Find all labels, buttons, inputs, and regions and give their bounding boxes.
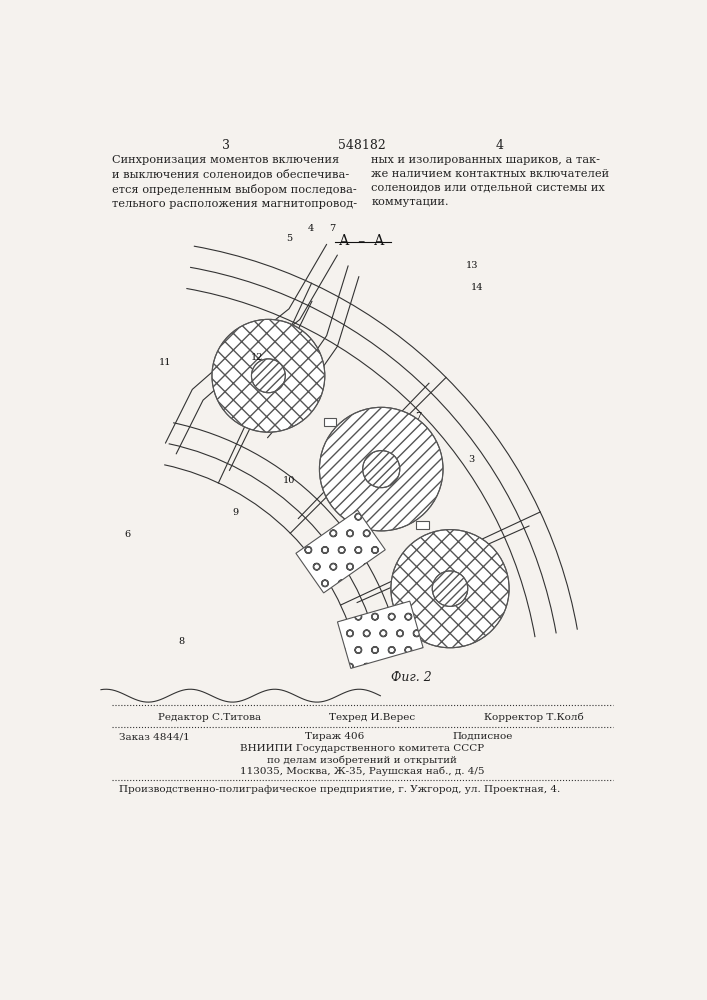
Text: Заказ 4844/1: Заказ 4844/1 (119, 732, 190, 741)
Text: 4: 4 (495, 139, 503, 152)
Circle shape (212, 319, 325, 432)
Text: 6: 6 (124, 530, 131, 539)
Circle shape (252, 359, 286, 393)
Text: 4: 4 (308, 224, 314, 233)
Text: А  –  А: А – А (339, 234, 385, 248)
Text: Тираж 406: Тираж 406 (305, 732, 365, 741)
Circle shape (432, 571, 468, 606)
Text: 548182: 548182 (338, 139, 386, 152)
Text: Редактор С.Титова: Редактор С.Титова (158, 713, 262, 722)
Text: 10: 10 (283, 476, 296, 485)
Text: Фиг. 2: Фиг. 2 (391, 671, 431, 684)
Text: 3: 3 (221, 139, 230, 152)
Text: 11: 11 (159, 358, 172, 367)
Text: Производственно-полиграфическое предприятие, г. Ужгород, ул. Проектная, 4.: Производственно-полиграфическое предприя… (119, 785, 561, 794)
Text: Синхронизация моментов включения
и выключения соленоидов обеспечива-
ется опреде: Синхронизация моментов включения и выклю… (112, 155, 357, 209)
Text: ных и изолированных шариков, а так-
же наличием контактных включателей
соленоидо: ных и изолированных шариков, а так- же н… (371, 155, 609, 207)
Circle shape (320, 407, 443, 531)
Text: 14: 14 (471, 283, 484, 292)
Text: 13: 13 (465, 261, 478, 270)
Circle shape (363, 451, 399, 488)
Text: 3: 3 (469, 455, 475, 464)
Text: ВНИИПИ Государственного комитета СССР: ВНИИПИ Государственного комитета СССР (240, 744, 484, 753)
Text: 113035, Москва, Ж-35, Раушская наб., д. 4/5: 113035, Москва, Ж-35, Раушская наб., д. … (240, 766, 484, 776)
Text: 7: 7 (329, 224, 335, 233)
Bar (324, 418, 337, 426)
Text: 12: 12 (250, 353, 263, 362)
Text: Подписное: Подписное (452, 732, 513, 741)
Bar (337, 601, 423, 668)
Text: 5: 5 (286, 234, 292, 243)
Bar (296, 510, 385, 593)
Text: 7: 7 (415, 412, 421, 421)
Bar (416, 521, 429, 529)
Circle shape (391, 530, 509, 648)
Text: по делам изобретений и открытий: по делам изобретений и открытий (267, 755, 457, 765)
Text: 8: 8 (178, 637, 185, 646)
Text: 9: 9 (232, 508, 238, 517)
Text: Корректор Т.Колб: Корректор Т.Колб (484, 713, 583, 722)
Text: Техред И.Верес: Техред И.Верес (329, 713, 415, 722)
